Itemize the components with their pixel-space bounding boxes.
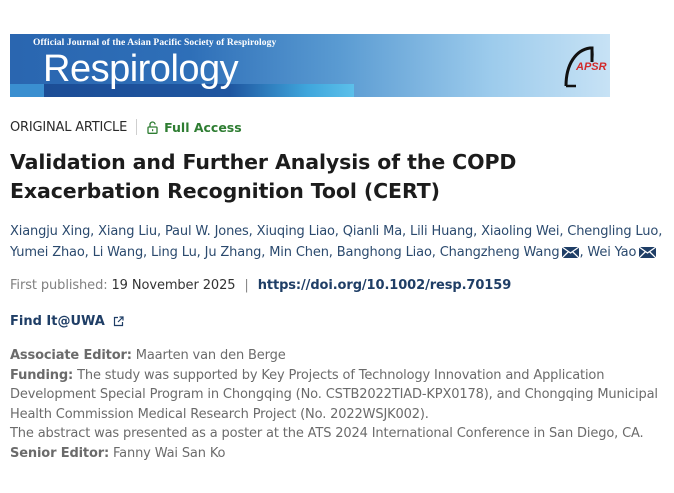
article-meta-row: ORIGINAL ARTICLE Full Access bbox=[10, 119, 242, 135]
unlock-icon bbox=[147, 120, 158, 134]
author-wei-yao[interactable]: Wei Yao bbox=[587, 245, 637, 260]
article-notes: Associate Editor: Maarten van den Berge … bbox=[10, 346, 674, 463]
banner-band-left bbox=[10, 84, 44, 97]
journal-name: Respirology bbox=[43, 48, 239, 90]
envelope-icon[interactable] bbox=[638, 244, 657, 265]
funding: Funding: The study was supported by Key … bbox=[10, 366, 674, 386]
doi-link[interactable]: https://doi.org/10.1002/resp.70159 bbox=[257, 278, 512, 293]
find-it-link[interactable]: Find It@UWA bbox=[10, 314, 124, 329]
author-list: Xiangju Xing, Xiang Liu, Paul W. Jones, … bbox=[10, 221, 674, 265]
associate-editor-name: Maarten van den Berge bbox=[135, 348, 286, 363]
publication-info: First published: 19 November 2025 | http… bbox=[10, 278, 511, 293]
access-label: Full Access bbox=[164, 119, 242, 135]
separator: | bbox=[244, 278, 249, 293]
article-type: ORIGINAL ARTICLE bbox=[10, 119, 128, 135]
senior-editor: Senior Editor: Fanny Wai San Ko bbox=[10, 444, 674, 464]
find-it-label[interactable]: Find It@UWA bbox=[10, 314, 105, 329]
author-separator: , bbox=[579, 245, 588, 260]
journal-tagline: Official Journal of the Asian Pacific So… bbox=[33, 38, 277, 48]
journal-banner[interactable]: Official Journal of the Asian Pacific So… bbox=[10, 34, 610, 97]
senior-editor-name: Fanny Wai San Ko bbox=[113, 445, 226, 461]
author-changzheng-wang[interactable]: Changzheng Wang bbox=[439, 245, 560, 260]
abstract-note: The abstract was presented as a poster a… bbox=[10, 426, 644, 441]
apsr-logo-text: APSR bbox=[576, 61, 607, 73]
banner-band bbox=[44, 84, 354, 97]
associate-editor: Associate Editor: Maarten van den Berge bbox=[10, 346, 674, 366]
funding-text-2: Development Special Program in Chongqing… bbox=[10, 387, 658, 402]
article-title: Validation and Further Analysis of the C… bbox=[10, 150, 517, 203]
access-badge: Full Access bbox=[147, 120, 242, 135]
external-link-icon bbox=[113, 316, 124, 327]
first-published-label: First published: bbox=[10, 278, 108, 293]
apsr-arch-icon bbox=[564, 46, 594, 88]
authors-line-1[interactable]: Xiangju Xing, Xiang Liu, Paul W. Jones, … bbox=[10, 224, 663, 239]
apsr-logo: APSR bbox=[562, 42, 610, 92]
first-published-date: 19 November 2025 bbox=[111, 278, 236, 293]
funding-text-3: Health Commission Medical Research Proje… bbox=[10, 406, 429, 422]
funding-text-1: The study was supported by Key Projects … bbox=[77, 367, 605, 383]
senior-editor-label: Senior Editor: bbox=[10, 445, 110, 461]
divider bbox=[136, 119, 138, 135]
associate-editor-label: Associate Editor: bbox=[10, 348, 132, 363]
envelope-icon[interactable] bbox=[561, 244, 580, 265]
funding-label: Funding: bbox=[10, 367, 74, 383]
authors-line-2[interactable]: Yumei Zhao, Li Wang, Ling Lu, Ju Zhang, … bbox=[10, 245, 440, 260]
